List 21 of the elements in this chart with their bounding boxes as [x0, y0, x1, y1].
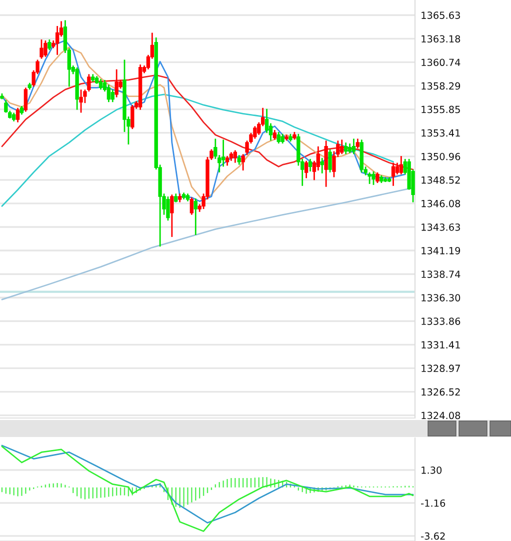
- y-tick-label: 1324.08: [422, 412, 460, 420]
- y-tick-label: 1326.52: [422, 388, 460, 396]
- y-tick-label: 1348.52: [422, 176, 460, 184]
- y-tick-label: 1360.74: [422, 58, 460, 66]
- y-tick-label: 1358.29: [422, 82, 460, 90]
- y-tick-label: 1363.18: [422, 35, 460, 43]
- y-tick-label: 1.30: [422, 466, 442, 474]
- y-tick-label: 1333.86: [422, 318, 460, 325]
- y-tick-label: 1331.41: [422, 341, 460, 349]
- y-tick-label: 1350.96: [422, 152, 460, 160]
- y-tick-label: 1338.74: [422, 270, 460, 278]
- y-tick-label: 1355.85: [422, 106, 460, 114]
- y-tick-label: 1336.30: [422, 294, 460, 302]
- y-tick-label: -1.16: [421, 499, 446, 507]
- y-tick-label: 1343.63: [422, 223, 460, 231]
- y-tick-label: 1346.08: [422, 200, 460, 208]
- y-tick-label: 1353.41: [422, 129, 460, 137]
- y-tick-label: 1365.63: [422, 12, 460, 19]
- y-tick-label: -3.62: [421, 532, 445, 540]
- y-tick-label: 1341.19: [422, 246, 460, 254]
- y-tick-label: 1328.97: [422, 364, 460, 372]
